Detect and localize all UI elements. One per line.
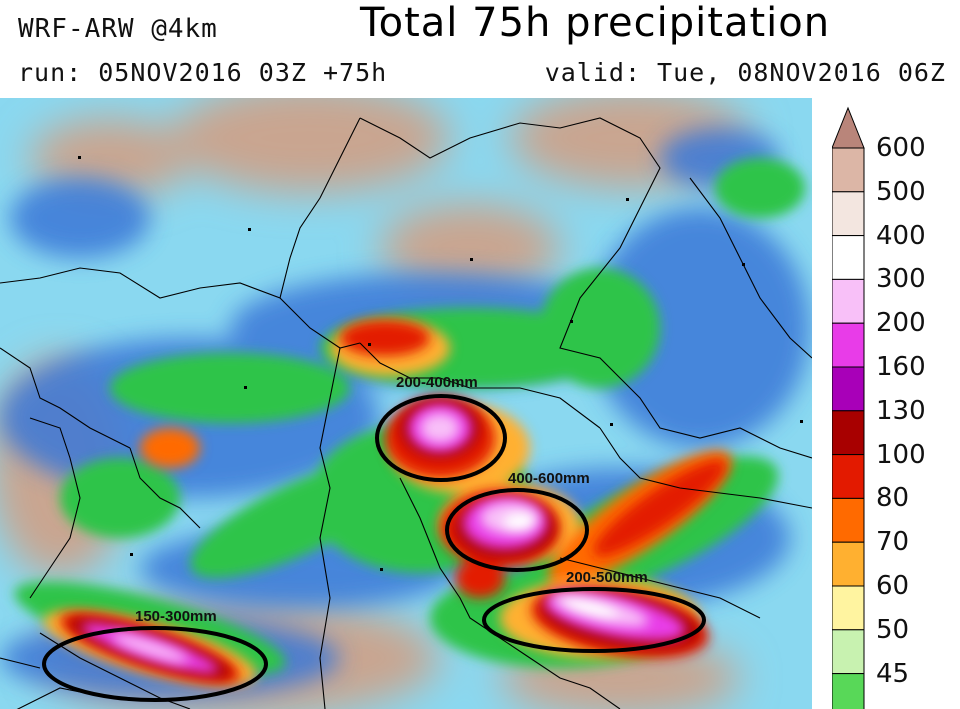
legend-label-500: 500 xyxy=(876,176,926,207)
legend-swatch-160 xyxy=(832,322,865,368)
valid-time: valid: Tue, 08NOV2016 06Z xyxy=(544,58,946,87)
peak-precip-layer xyxy=(111,413,649,663)
legend-label-600: 600 xyxy=(876,133,926,163)
legend-swatch-80 xyxy=(832,454,865,499)
legend-swatch-100 xyxy=(832,410,865,456)
legend-label-100: 100 xyxy=(876,439,926,470)
legend-swatch-130 xyxy=(832,366,865,412)
map-title: Total 75h precipitation xyxy=(360,0,831,46)
annotation-ellipses xyxy=(42,394,706,702)
precipitation-map: 200-400mm 400-600mm 200-500mm 150-300mm xyxy=(0,98,812,709)
legend-swatch-40 xyxy=(832,673,865,709)
legend-swatch-50 xyxy=(832,585,865,631)
city-markers xyxy=(78,156,803,571)
legend-swatch-300 xyxy=(832,235,865,280)
color-legend: 600 500 400 300 200 160 130 100 80 70 60 50 45 xyxy=(832,106,960,709)
legend-label-50: 50 xyxy=(876,614,910,645)
legend-label-160: 160 xyxy=(876,352,926,382)
map-canvas xyxy=(0,98,812,709)
annotation-label-150-300: 150-300mm xyxy=(135,608,217,625)
country-borders xyxy=(0,117,812,709)
legend-colorbar xyxy=(832,106,865,709)
annotation-ellipse-4 xyxy=(42,626,268,702)
annotation-ellipse-3 xyxy=(482,587,706,653)
legend-label-60: 60 xyxy=(876,571,910,601)
legend-swatch-70 xyxy=(832,497,865,543)
legend-swatch-60 xyxy=(832,541,865,587)
model-label: WRF-ARW @4km xyxy=(18,14,218,44)
annotation-ellipse-2 xyxy=(445,488,589,572)
legend-swatch-400 xyxy=(832,191,865,237)
legend-swatch-45 xyxy=(832,629,865,675)
legend-label-80: 80 xyxy=(876,483,910,514)
legend-swatch-500 xyxy=(832,147,865,193)
legend-label-70: 70 xyxy=(876,527,910,558)
legend-top-cap xyxy=(832,106,865,149)
legend-label-200: 200 xyxy=(876,308,926,339)
legend-label-400: 400 xyxy=(876,220,926,251)
annotation-label-200-400: 200-400mm xyxy=(396,374,478,391)
annotation-ellipse-1 xyxy=(375,394,507,482)
annotation-label-200-500: 200-500mm xyxy=(566,569,648,586)
run-info: run: 05NOV2016 03Z +75h xyxy=(18,58,388,87)
legend-swatch-200 xyxy=(832,278,865,324)
legend-label-130: 130 xyxy=(876,395,926,426)
annotation-label-400-600: 400-600mm xyxy=(508,470,590,487)
legend-label-300: 300 xyxy=(876,264,926,295)
legend-label-45: 45 xyxy=(876,658,910,689)
